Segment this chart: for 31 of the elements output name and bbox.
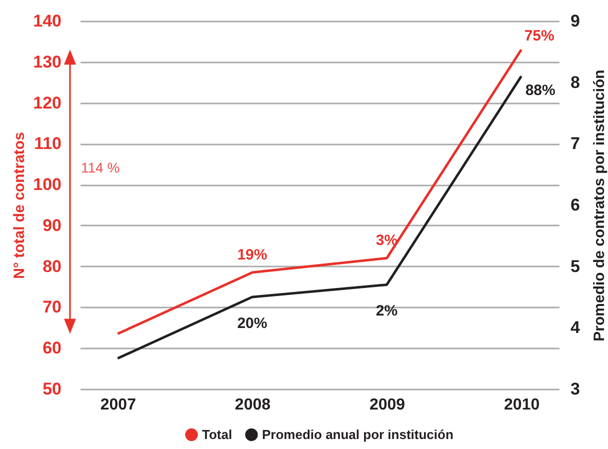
y2-tick-label: 4 (570, 318, 580, 338)
y2-tick-label: 6 (570, 196, 580, 214)
annotation: 114 % (81, 160, 120, 176)
y-tick-label: 110 (34, 134, 62, 154)
y-tick-label: 90 (42, 216, 62, 235)
legend-label: Total (202, 426, 232, 442)
y-tick-label: 80 (42, 256, 62, 276)
y-axis-title: N° total de contratos (11, 132, 28, 279)
y2-tick-label: 9 (570, 12, 580, 30)
y-tick-label: 50 (42, 380, 62, 398)
x-tick-label: 2010 (504, 396, 540, 414)
y2-tick-label: 7 (570, 134, 580, 154)
y2-tick-label: 5 (570, 256, 580, 276)
y-tick-label: 140 (33, 12, 62, 30)
x-tick-label: 2007 (100, 396, 136, 414)
annotation: 75% (524, 28, 554, 45)
annotation: 19% (237, 246, 268, 264)
y2-tick-label: 3 (570, 380, 580, 398)
y2-axis-title: Promedio de contratos por institución (590, 70, 608, 342)
annotation: 20% (237, 315, 268, 332)
x-tick-label: 2009 (369, 396, 406, 414)
legend-label: Promedio anual por institución (262, 426, 454, 442)
y2-tick-label: 8 (570, 72, 580, 92)
x-tick-label: 2008 (234, 396, 271, 414)
annotation: 88% (525, 82, 556, 100)
y-tick-label: 130 (33, 52, 62, 72)
y-tick-label: 70 (42, 298, 62, 317)
y-tick-label: 60 (42, 338, 62, 358)
y-tick-label: 100 (33, 175, 62, 194)
y-tick-label: 120 (33, 93, 62, 112)
annotation: 2% (376, 302, 398, 320)
